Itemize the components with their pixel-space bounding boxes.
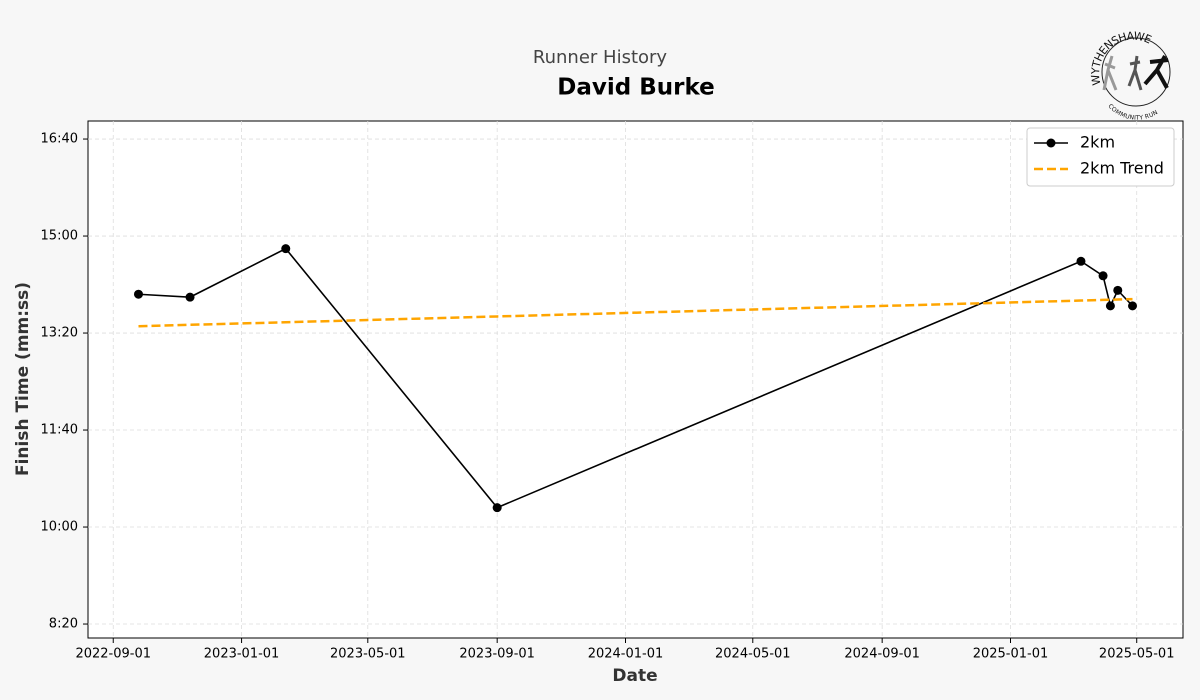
data-point	[1098, 271, 1108, 281]
data-point	[1105, 301, 1115, 311]
series-line	[138, 297, 1133, 328]
data-point	[133, 289, 143, 299]
data-point	[1113, 285, 1123, 295]
data-point	[281, 244, 291, 254]
legend-label: 2km	[1080, 133, 1115, 152]
y-tick-label: 15:00	[41, 229, 78, 244]
logo-runner	[1127, 55, 1143, 91]
x-tick-label: 2025-05-01	[1099, 647, 1175, 662]
x-tick-label: 2024-09-01	[844, 647, 920, 662]
logo-runner	[1102, 55, 1118, 91]
data-point	[1076, 256, 1086, 266]
x-tick-label: 2023-09-01	[459, 647, 535, 662]
x-axis-label: Date	[612, 666, 657, 686]
y-tick-label: 13:20	[41, 326, 78, 341]
legend-label: 2km Trend	[1080, 159, 1164, 178]
chart-subtitle: Runner History	[533, 47, 668, 68]
y-tick-label: 11:40	[41, 423, 78, 438]
x-tick-label: 2022-09-01	[75, 647, 151, 662]
legend-marker	[1046, 138, 1056, 148]
data-point	[185, 292, 195, 302]
x-tick-label: 2025-01-01	[973, 647, 1049, 662]
logo-runner	[1143, 55, 1169, 89]
x-tick-label: 2024-01-01	[588, 647, 664, 662]
data-point	[1128, 301, 1138, 311]
data-point	[492, 503, 502, 513]
chart-title: David Burke	[557, 75, 715, 101]
plot-area	[87, 120, 1184, 639]
logo-ring	[1101, 37, 1171, 107]
y-tick-label: 10:00	[41, 520, 78, 535]
y-tick-label: 16:40	[41, 132, 78, 147]
y-tick-label: 8:20	[49, 617, 78, 632]
x-tick-label: 2023-01-01	[204, 647, 280, 662]
x-tick-label: 2023-05-01	[330, 647, 406, 662]
y-axis-label: Finish Time (mm:ss)	[13, 282, 33, 476]
grid	[88, 121, 1183, 638]
x-tick-label: 2024-05-01	[715, 647, 791, 662]
